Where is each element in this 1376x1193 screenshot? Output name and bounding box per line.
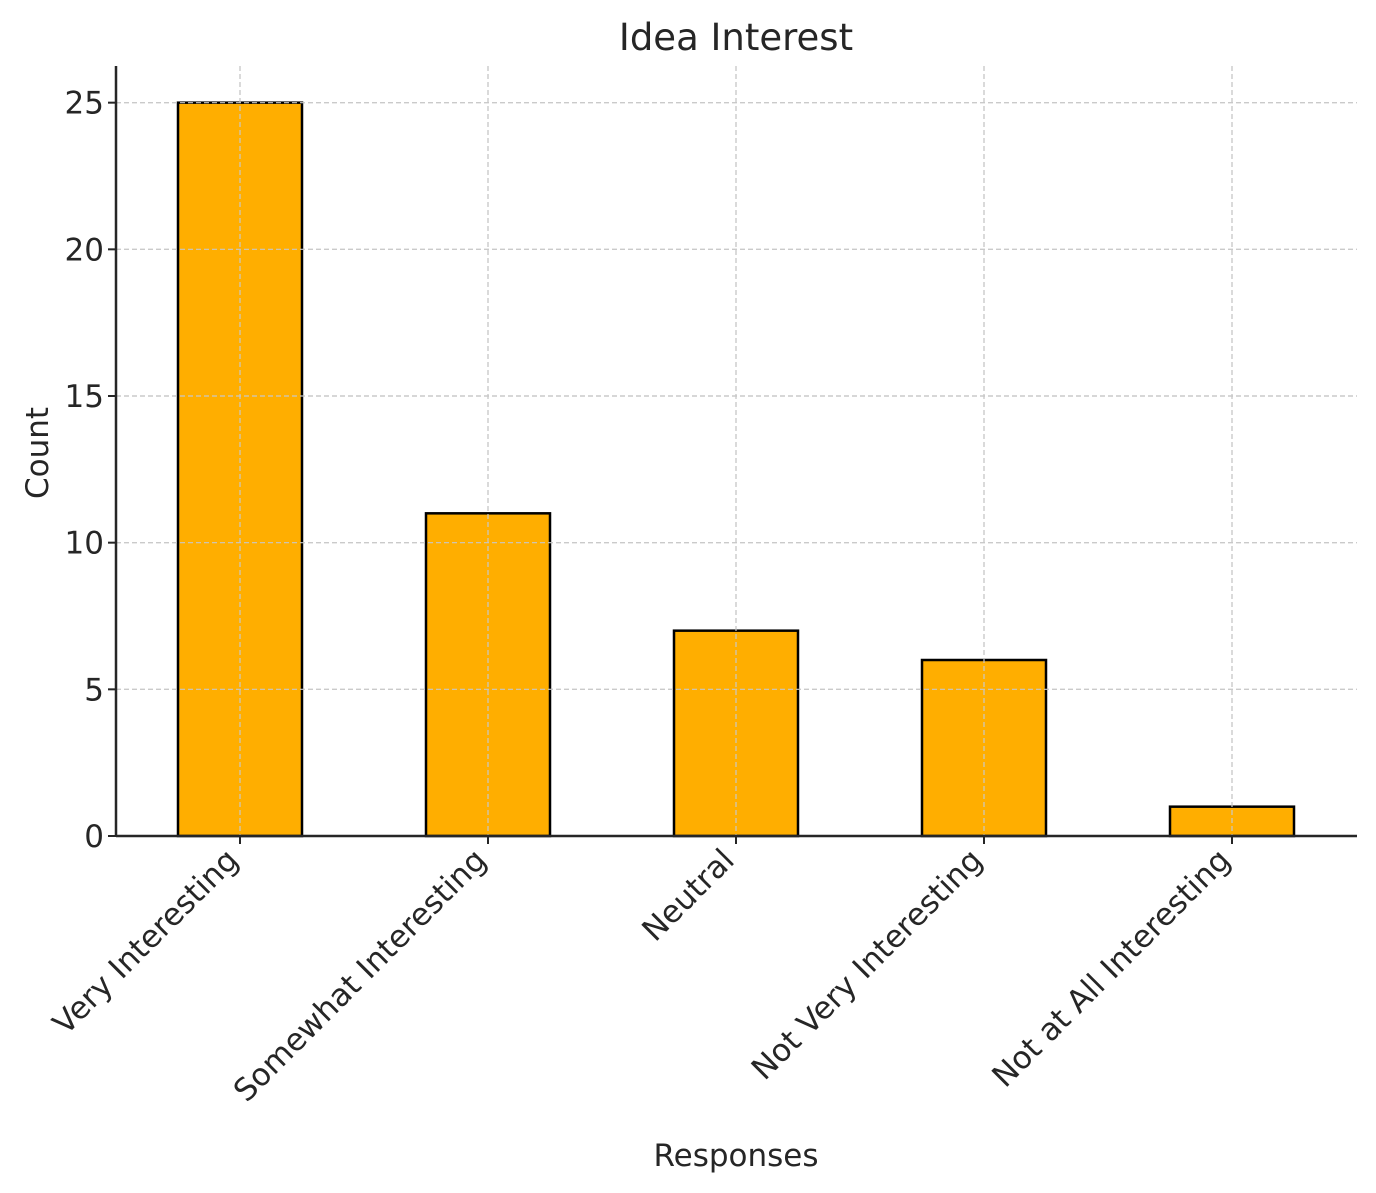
x-tick-label: Not Very Interesting [745, 842, 990, 1087]
bars [116, 66, 1357, 838]
y-tick-label: 0 [84, 819, 104, 855]
x-axis-label: Responses [653, 1138, 818, 1174]
y-tick-label: 5 [84, 672, 104, 708]
x-tick-label: Not at All Interesting [985, 842, 1237, 1094]
chart-title: Idea Interest [619, 16, 853, 59]
x-tick-label: Very Interesting [46, 842, 246, 1042]
x-tick-label: Neutral [635, 842, 741, 948]
y-tick-label: 10 [65, 526, 104, 562]
y-tick-label: 20 [65, 232, 104, 268]
x-tick-label: Somewhat Interesting [227, 842, 494, 1109]
y-tick-label: 15 [65, 379, 104, 415]
y-axis-label: Count [20, 407, 56, 499]
y-tick-label: 25 [65, 86, 104, 122]
y-ticks: 0 5 10 15 20 25 [65, 86, 116, 855]
